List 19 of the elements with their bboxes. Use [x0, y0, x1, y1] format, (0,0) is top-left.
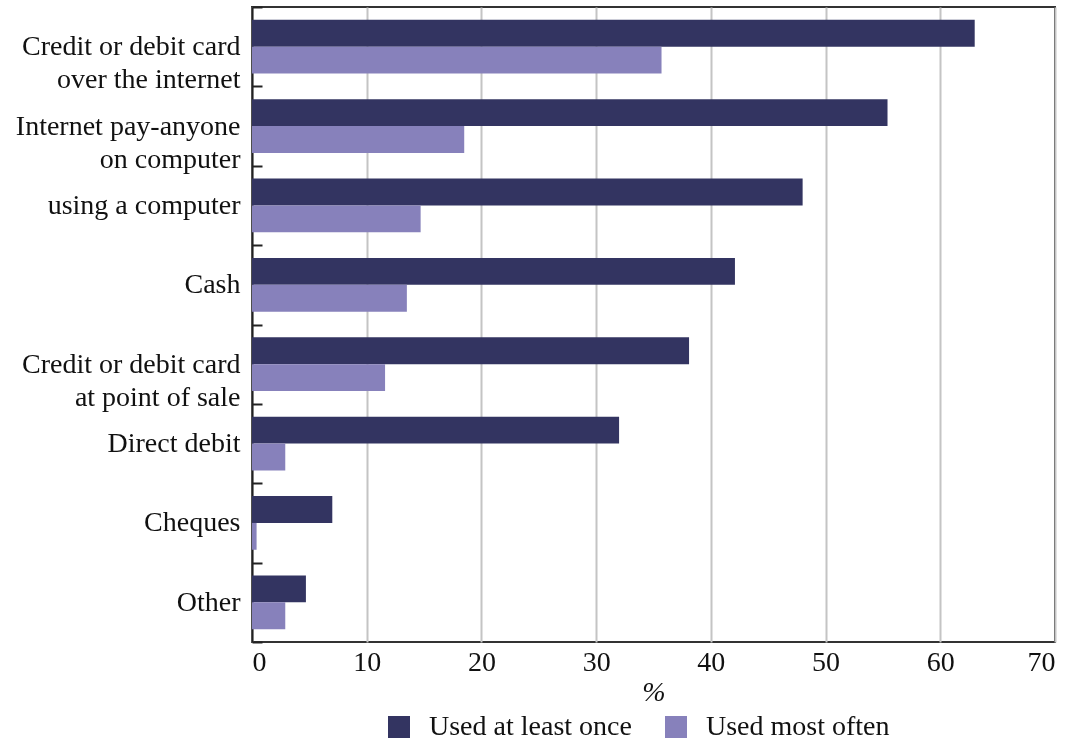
x-tick-label: 30 — [582, 645, 611, 677]
x-axis-title: % — [642, 675, 666, 707]
y-tick-label: Internet pay-anyone on computer — [15, 109, 242, 174]
y-tick-label: Other — [176, 585, 242, 617]
y-tick-label: Cheques — [144, 506, 241, 538]
y-tick-label: Cash — [184, 268, 241, 300]
x-tick-label: 50 — [812, 645, 841, 677]
x-tick-label: 70 — [1027, 645, 1056, 677]
legend-label: Used most often — [706, 710, 890, 741]
x-tick-label: 20 — [467, 645, 496, 677]
x-tick-label: 60 — [926, 645, 955, 677]
x-tick-label: 0 — [252, 645, 267, 677]
x-tick-label: 40 — [697, 645, 726, 677]
y-tick-label: Credit or debit card over the internet — [22, 30, 241, 95]
legend-label: Used at least once — [429, 710, 632, 741]
y-tick-label: Credit or debit card at point of sale — [22, 347, 241, 412]
y-tick-label: using a computer — [47, 188, 242, 220]
x-tick-label: 10 — [353, 645, 382, 677]
y-tick-label: Direct debit — [107, 427, 241, 459]
